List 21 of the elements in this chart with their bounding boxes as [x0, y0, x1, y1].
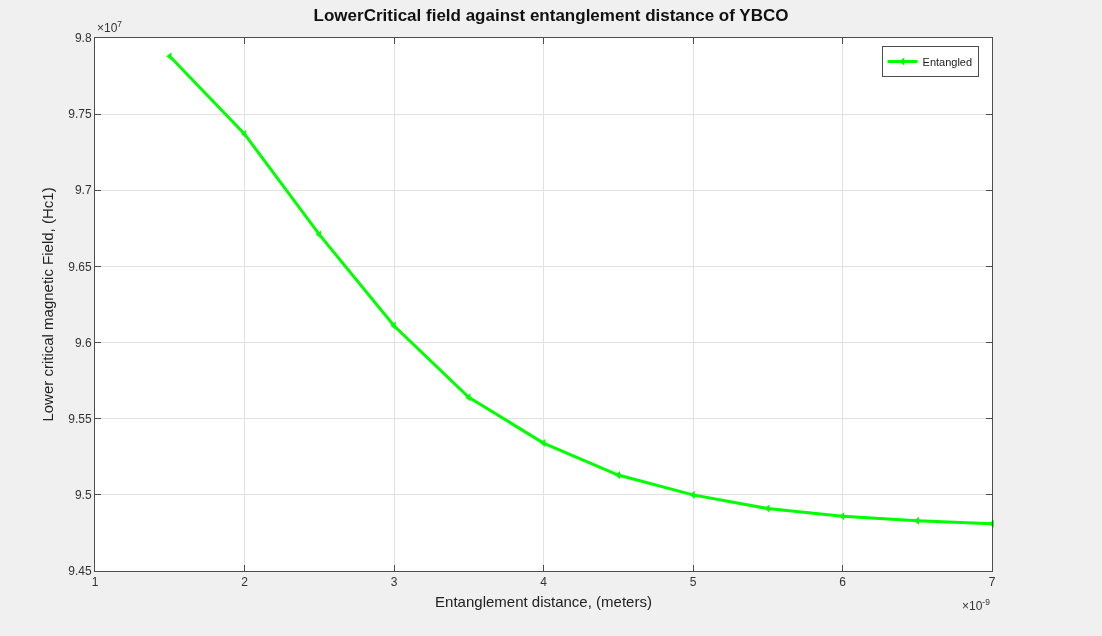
legend-label: Entangled: [922, 55, 973, 68]
y-tick-label: 9.55: [68, 411, 92, 426]
x-tick-label: 5: [689, 575, 697, 590]
y-tick-label: 9.65: [68, 259, 92, 274]
y-tick-label: 9.75: [68, 107, 92, 122]
chart-title: LowerCritical field against entanglement distance of YBCO: [313, 6, 789, 26]
y-tick-label: 9.8: [74, 31, 92, 46]
x-tick-label: 3: [390, 575, 398, 590]
x-tick-label: 6: [839, 575, 847, 590]
y-tick-label: 9.6: [74, 335, 92, 350]
x-tick-label: 2: [241, 575, 249, 590]
y-tick-label: 9.7: [74, 183, 92, 198]
x-tick-label: 1: [91, 575, 99, 590]
y-tick-label: 9.5: [74, 488, 92, 503]
x-tick-label: 4: [540, 575, 548, 590]
text: ×10$^{7}$: [97, 19, 123, 36]
y-tick-label: 9.45: [68, 564, 92, 579]
x-tick-label: 7: [988, 575, 996, 590]
text: ×10$^{-9}$: [962, 597, 991, 614]
x-axis-title: Entanglement distance, (meters): [435, 593, 652, 611]
y-axis-title: Lower critical magnetic Field, (Hc1): [39, 187, 57, 422]
